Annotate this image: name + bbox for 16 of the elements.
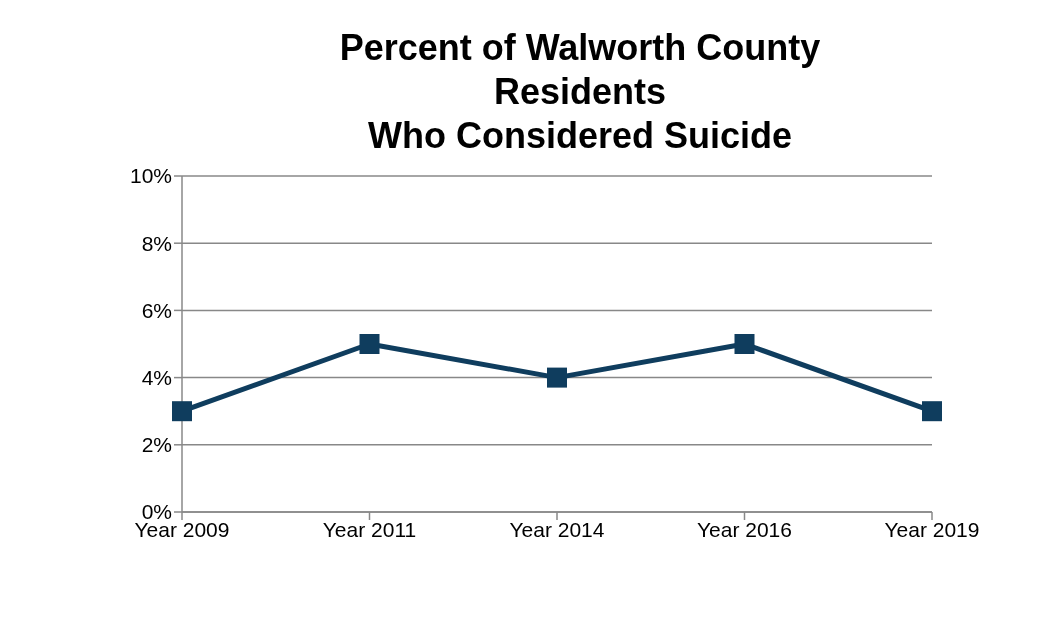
point [734,334,755,354]
y-tick-label: 8% [141,231,172,255]
x-tick-label: Year 2016 [697,517,792,541]
point [547,367,567,388]
x-tick-label: Year 2014 [509,517,605,541]
y-tick-label: 0% [141,500,172,524]
point [172,401,192,422]
y-tick-label: 4% [141,366,172,390]
point [359,334,380,354]
x-tick-label: Year 2019 [884,517,980,541]
point [922,401,942,422]
chart-title: Percent of Walworth County Residents Who Considered Suicide [338,26,822,158]
y-tick-label: 6% [141,298,172,322]
y-tick-label: 10% [129,164,172,188]
x-tick-label: Year 2011 [322,517,417,541]
y-tick-label: 2% [141,433,172,457]
